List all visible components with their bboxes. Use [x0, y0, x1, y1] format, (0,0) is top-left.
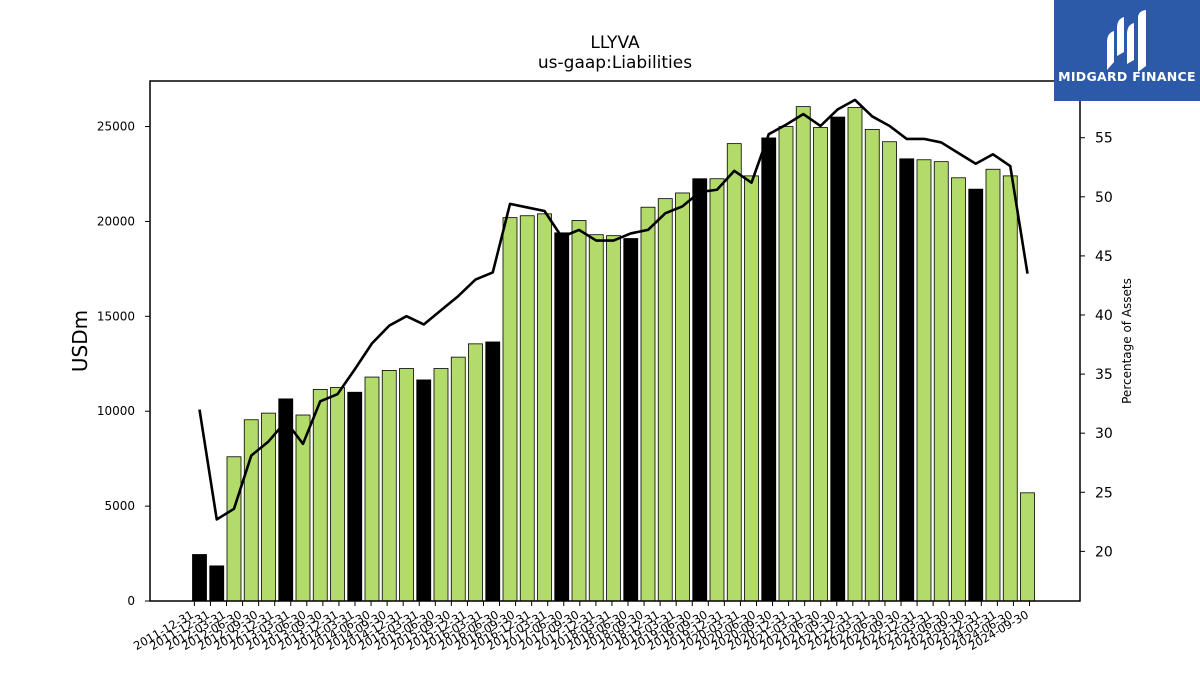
y2-tick-label: 45 [1095, 249, 1113, 265]
bar [882, 141, 897, 602]
bar [399, 368, 414, 602]
bar [985, 168, 1001, 602]
bar [226, 456, 242, 602]
bars-layer [192, 106, 1035, 602]
line-layer [198, 98, 1029, 521]
bar [554, 232, 570, 602]
y2-tick-label: 20 [1095, 544, 1113, 560]
y2-tick-label: 40 [1095, 308, 1113, 324]
bar [468, 343, 483, 602]
logo-mark-icon [1107, 10, 1146, 72]
bar [537, 213, 552, 602]
bar [1020, 492, 1035, 602]
bar [933, 161, 949, 602]
bar [502, 217, 518, 602]
bar [916, 159, 932, 602]
bar [864, 128, 880, 602]
bar [640, 206, 656, 602]
bar [813, 127, 828, 602]
y2-tick-label: 25 [1095, 485, 1113, 501]
y-tick-label: 10000 [97, 404, 135, 418]
y-tick-label: 25000 [97, 120, 135, 134]
bar [709, 178, 725, 602]
bar [347, 391, 363, 602]
y2-tick-label: 35 [1095, 367, 1113, 383]
y-tick-label: 15000 [97, 309, 135, 323]
bar [519, 215, 535, 602]
bar [692, 178, 708, 602]
midgard-finance-logo: MIDGARD FINANCE [1054, 0, 1200, 101]
bar [243, 419, 259, 602]
y-tick-label: 5000 [104, 499, 135, 513]
y-tick-label: 0 [127, 594, 135, 608]
y2-axis-label: Percentage of Assets [1120, 278, 1134, 404]
bar [657, 198, 673, 602]
bar [192, 554, 207, 602]
bar [675, 192, 690, 602]
chart-subtitle: us-gaap:Liabilities [538, 53, 692, 73]
y-axis-left: 0 5000 10000 15000 20000 25000 [97, 120, 150, 608]
series-line [198, 98, 1029, 521]
y-tick-label: 20000 [97, 214, 135, 228]
logo-text: MIDGARD FINANCE [1058, 69, 1196, 84]
bar [571, 220, 587, 602]
bar [726, 143, 742, 602]
bar [433, 368, 449, 602]
bar [364, 376, 380, 602]
plot-frame [149, 80, 1081, 602]
bar [899, 158, 915, 602]
chart-title: LLYVA [590, 33, 640, 53]
y2-tick-label: 55 [1095, 131, 1113, 147]
bar [795, 106, 811, 602]
bar [209, 565, 225, 602]
bar [951, 177, 966, 602]
bar [1002, 175, 1018, 602]
bar [485, 341, 501, 602]
bar [588, 234, 604, 602]
x-axis: 2011-12-312011-12-312012-03-312012-06-30… [131, 601, 1031, 653]
bar [606, 235, 621, 602]
bar [450, 356, 466, 602]
y2-tick-label: 30 [1095, 426, 1113, 442]
bar [847, 107, 863, 602]
bar [744, 175, 759, 602]
bar [830, 116, 846, 602]
bar [778, 126, 794, 602]
bar [761, 137, 777, 602]
bar [968, 188, 984, 602]
bar [312, 388, 328, 602]
y-axis-right: 20 25 30 35 40 45 50 55 [1080, 131, 1113, 560]
bar [381, 370, 397, 602]
y2-tick-label: 50 [1095, 190, 1113, 206]
bar [416, 379, 432, 602]
bar [330, 387, 345, 602]
bar [623, 238, 639, 602]
y-axis-label: USDm [68, 310, 92, 372]
